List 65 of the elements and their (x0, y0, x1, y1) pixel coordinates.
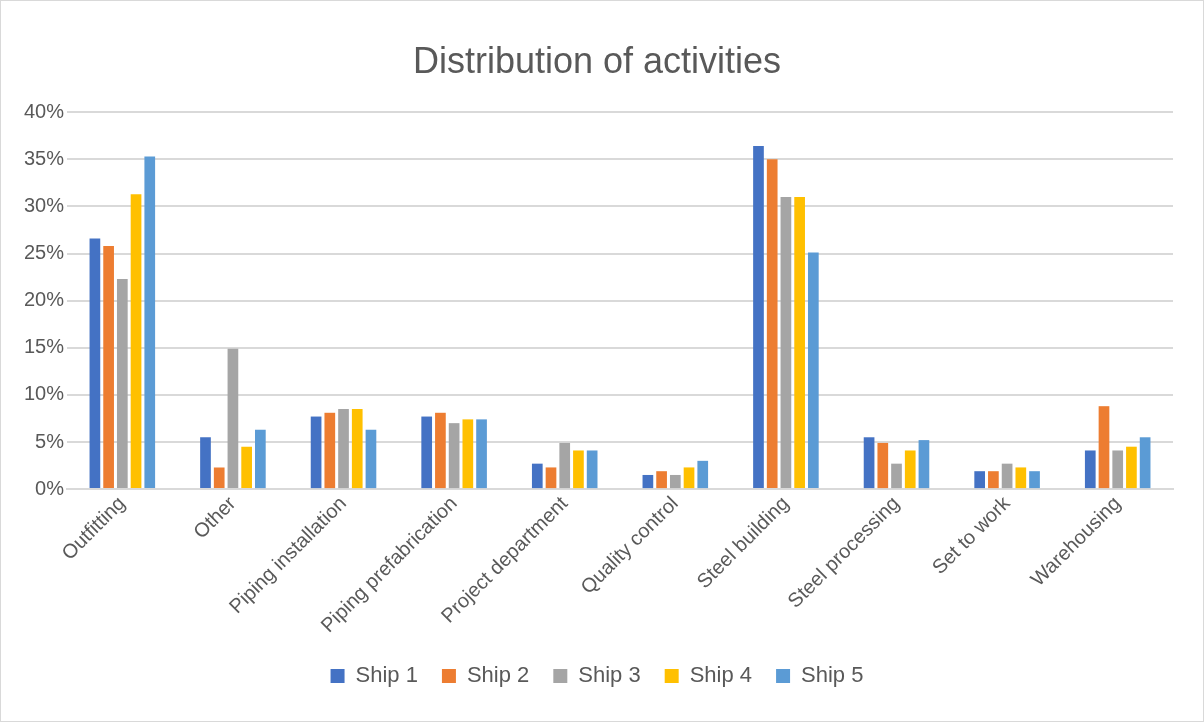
bar (697, 460, 709, 489)
bar (642, 474, 654, 489)
bar (683, 467, 695, 489)
legend-label: Ship 4 (689, 662, 753, 688)
bar (807, 252, 819, 489)
bar (476, 419, 487, 489)
bar (863, 437, 875, 489)
bar (904, 450, 916, 489)
bar (669, 474, 681, 489)
bar (213, 467, 225, 489)
y-tick-label: 10% (24, 382, 65, 405)
bar (462, 419, 474, 489)
y-tick-label: 20% (24, 288, 65, 311)
bar (338, 409, 349, 489)
bar (130, 194, 142, 489)
bar (974, 471, 986, 489)
legend-label: Ship 1 (355, 662, 418, 688)
bar (531, 463, 543, 489)
bar (1139, 437, 1151, 489)
y-tick-label: 35% (24, 146, 65, 169)
bar (891, 463, 902, 489)
bar (586, 450, 598, 489)
bar (1126, 446, 1137, 489)
bar (435, 412, 446, 489)
bar (877, 442, 889, 489)
bar (421, 416, 433, 489)
bar (103, 246, 114, 489)
legend-label: Ship 5 (801, 662, 864, 688)
bar (448, 423, 460, 489)
bar (200, 437, 211, 489)
bar (116, 278, 128, 489)
bar (1015, 467, 1027, 489)
y-tick-label: 15% (24, 335, 65, 358)
bar (1098, 406, 1110, 489)
bar (559, 442, 571, 489)
bar (1001, 463, 1013, 489)
bar (918, 440, 930, 489)
bar (1112, 450, 1124, 489)
bar (255, 429, 266, 489)
y-tick-label: 0% (35, 476, 65, 499)
bar (241, 446, 252, 489)
bar (988, 471, 999, 489)
bar (656, 471, 667, 489)
bar (766, 159, 778, 489)
y-tick-label: 25% (24, 241, 65, 264)
bar (794, 197, 805, 489)
y-tick-label: 30% (24, 193, 65, 216)
bar (1084, 450, 1096, 489)
bar (89, 238, 101, 489)
legend-label: Ship 3 (578, 662, 641, 688)
bar (365, 429, 377, 489)
legend-label: Ship 2 (466, 662, 530, 688)
bar (1029, 471, 1040, 489)
bar (324, 412, 336, 489)
y-tick-label: 40% (24, 99, 65, 122)
bar (573, 450, 584, 489)
bar (227, 348, 239, 489)
bar (310, 416, 322, 489)
bar (753, 146, 764, 489)
bar (351, 409, 363, 489)
bar (545, 467, 557, 489)
chart-title: Distribution of activities (412, 39, 782, 81)
bar (780, 197, 792, 489)
y-tick-label: 5% (35, 429, 65, 452)
bar (144, 156, 156, 489)
